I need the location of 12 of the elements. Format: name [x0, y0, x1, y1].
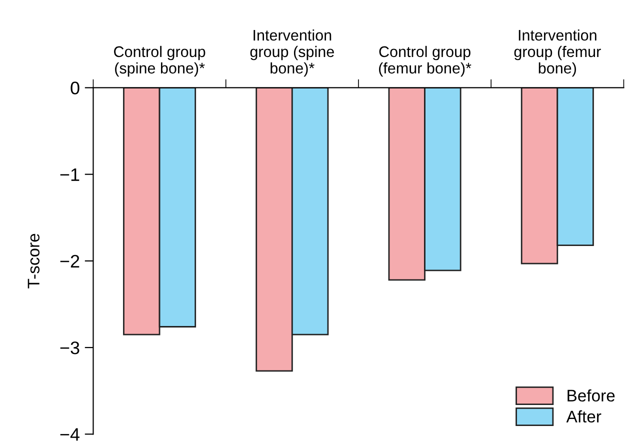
x-tick-label: Intervention group (spine bone)* [250, 29, 334, 77]
y-axis-title: T-score [28, 234, 40, 288]
x-tick-label: Intervention group (femur bone) [514, 29, 601, 77]
y-tick-label: −1 [60, 168, 80, 181]
y-tick-label: −3 [60, 341, 80, 354]
y-tick-label: 0 [70, 82, 80, 94]
legend-label: After [566, 410, 602, 423]
x-tick-label: Control group (femur bone)* [379, 46, 472, 77]
legend-label: Before [568, 389, 615, 402]
y-tick-label: −2 [60, 254, 80, 268]
y-tick-label: −4 [60, 428, 80, 441]
x-tick-label: Control group (spine bone)* [114, 46, 206, 77]
